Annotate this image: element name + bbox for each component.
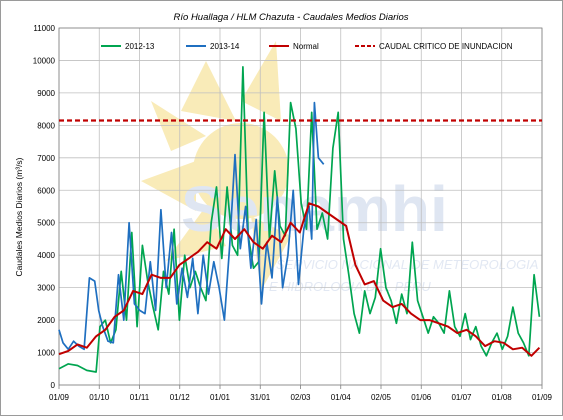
x-tick-label: 01/04: [331, 393, 352, 402]
axes: 0 1000 2000 3000 4000 5000 6000 7000 8000 9000 100…: [33, 24, 553, 402]
y-tick-label: 2000: [37, 316, 55, 325]
x-tick-label: 01/11: [130, 393, 150, 402]
x-tick-label: 01/07: [451, 393, 472, 402]
chart-title: Río Huallaga / HLM Chazuta - Caudales Me…: [174, 12, 409, 23]
y-tick-label: 0: [51, 381, 56, 390]
y-tick-label: 9000: [37, 89, 55, 98]
x-tick-label: 01/01: [210, 393, 231, 402]
y-tick-label: 1000: [37, 349, 55, 358]
legend-label: CAUDAL CRITICO DE INUNDACION: [379, 42, 513, 51]
x-tick-label: 01/12: [170, 393, 191, 402]
y-tick-label: 6000: [37, 186, 55, 195]
y-tick-label: 3000: [37, 284, 55, 293]
y-tick-label: 7000: [37, 154, 55, 163]
series-line-2012-13: [58, 66, 541, 373]
x-tick-label: 01/10: [89, 393, 110, 402]
x-tick-label: 01/09: [49, 393, 70, 402]
series-line-2013-14: [58, 101, 325, 351]
x-tick-label: 01/06: [411, 393, 432, 402]
plot-area-border: [58, 27, 543, 386]
x-tick-label: 02/03: [290, 393, 311, 402]
watermark-line-1: SERVICIO NACIONAL DE METEOROLOGIA: [276, 257, 538, 272]
legend: 2012-13 2013-14 Normal CAUDAL CRITICO DE IN…: [101, 42, 513, 51]
y-tick-label: 8000: [37, 121, 55, 130]
x-tick-label: 31/01: [250, 393, 271, 402]
y-tick-label: 4000: [37, 251, 55, 260]
y-tick-label: 11000: [33, 24, 55, 33]
x-tick-label: 01/09: [532, 393, 553, 402]
y-axis-label: Caudales Medios Diarios (m³/s): [14, 157, 24, 276]
legend-label: 2013-14: [210, 42, 240, 51]
legend-label: 2012-13: [125, 42, 155, 51]
x-tick-label: 01/08: [492, 393, 513, 402]
series-layer: [58, 66, 542, 373]
series-line-normal: [58, 202, 541, 357]
y-tick-label: 5000: [37, 219, 55, 228]
y-tick-label: 10000: [33, 56, 56, 65]
legend-label: Normal: [293, 42, 319, 51]
x-tick-label: 02/05: [371, 393, 392, 402]
